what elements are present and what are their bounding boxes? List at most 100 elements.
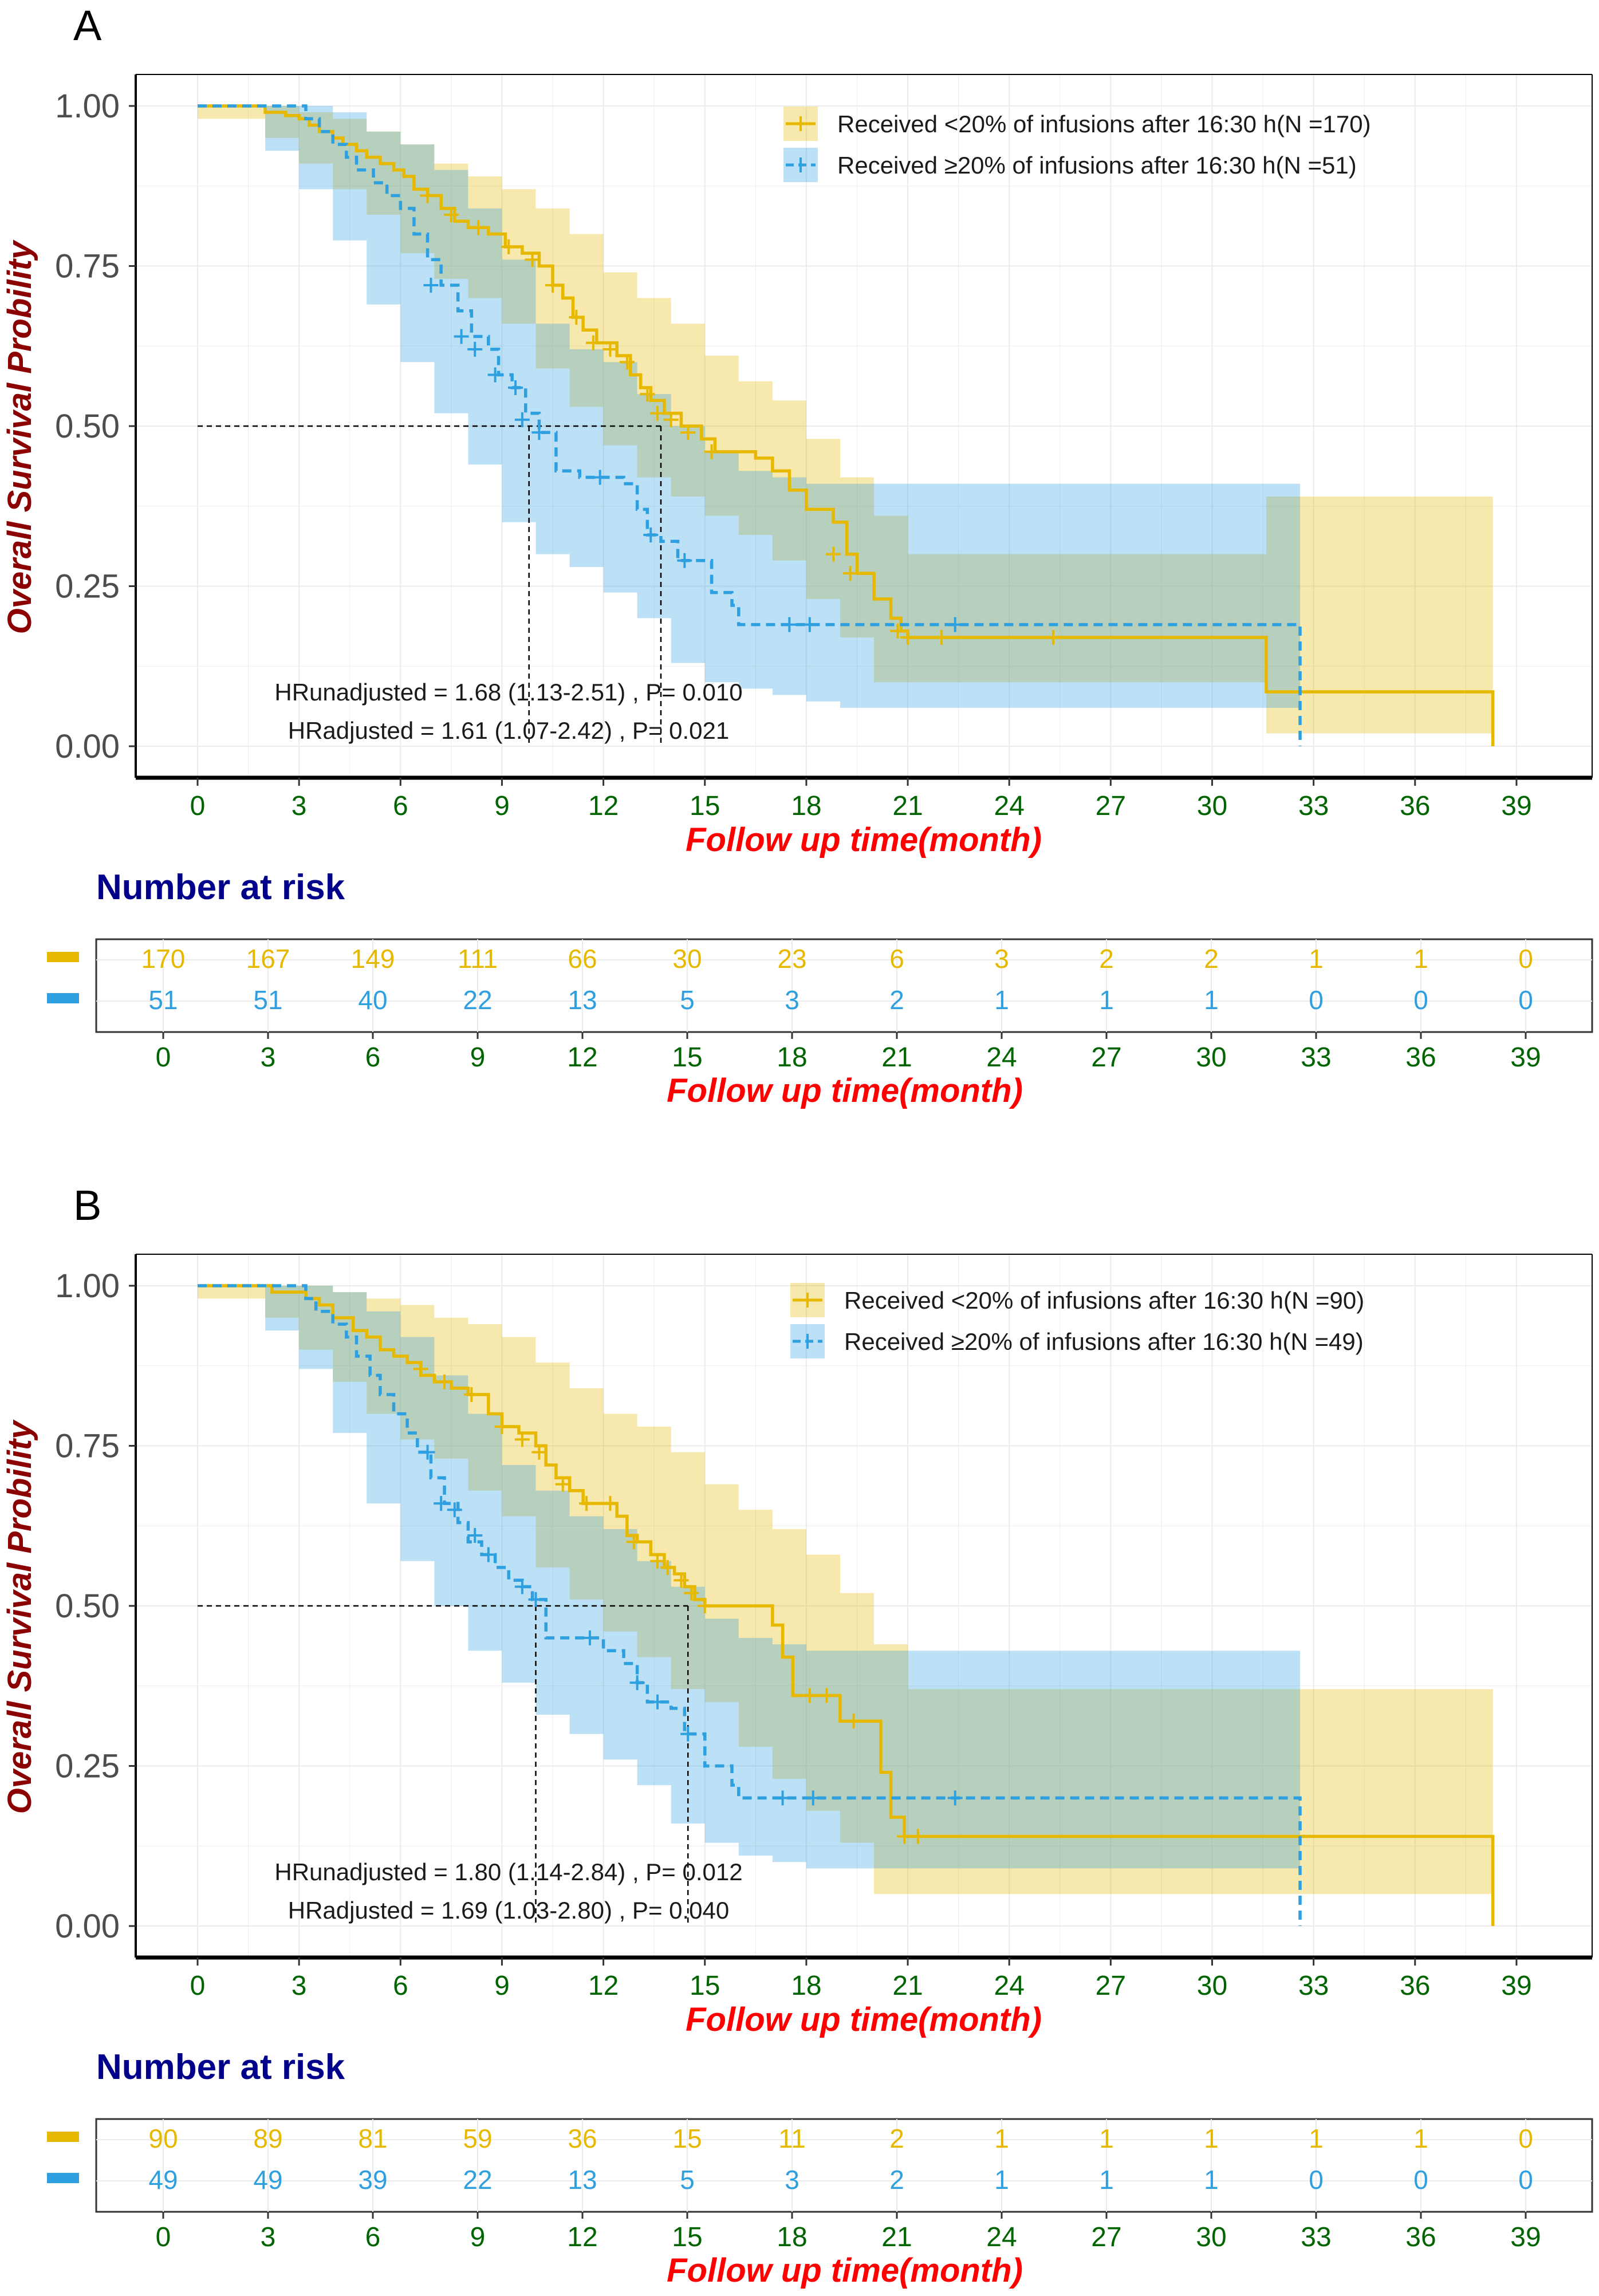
censor-mark [650,405,665,421]
censor-mark [423,278,439,293]
x-tick-label: 24 [994,1971,1025,2001]
censor-mark [494,1419,510,1434]
panel-label: B [73,1182,101,1229]
risk-x-axis-title: Follow up time(month) [667,2252,1023,2289]
risk-table-title: Number at risk [96,2047,345,2087]
risk-tick-label: 18 [777,1042,807,1073]
x-tick-label: 12 [588,1971,619,2001]
censor-mark [602,1496,618,1511]
censor-mark [842,566,858,581]
risk-tick-label: 39 [1510,1042,1541,1073]
censor-mark [775,1790,790,1806]
y-tick-label: 0.75 [55,248,120,285]
censor-mark [525,252,540,267]
risk-tick-label: 30 [1196,2222,1226,2252]
risk-tick-label: 27 [1091,2222,1121,2252]
censor-mark [487,367,503,383]
x-tick-label: 15 [690,1971,720,2001]
censor-mark [467,341,483,357]
y-tick-label: 0.50 [55,1588,120,1625]
risk-count: 0 [1309,985,1324,1015]
censor-mark [508,380,523,395]
risk-count: 1 [994,985,1009,1015]
x-tick-label: 27 [1096,791,1126,821]
risk-count: 1 [994,2124,1009,2153]
censor-mark [420,1444,435,1460]
risk-count: 2 [889,985,904,1015]
legend-label: Received <20% of infusions after 16:30 h… [837,111,1371,137]
censor-mark [782,617,797,632]
censor-mark [531,1444,547,1460]
censor-mark [684,1585,699,1601]
risk-tick-label: 21 [881,2222,912,2252]
risk-count: 5 [680,2165,695,2195]
censor-mark [680,1726,696,1742]
risk-count: 22 [463,2165,492,2195]
censor-marks-low [413,1361,925,1844]
x-tick-label: 36 [1400,791,1430,821]
legend-item-low: Received <20% of infusions after 16:30 h… [790,1283,1364,1317]
censor-mark [897,1829,912,1844]
risk-tick-label: 12 [567,1042,597,1073]
censor-mark [650,1553,665,1569]
censor-marks-high [420,1444,963,1806]
hr-unadjusted: HRunadjusted = 1.80 (1.14-2.84) , P= 0.0… [274,1858,742,1885]
survival-curve-low [198,1284,1495,1926]
risk-count: 0 [1518,985,1533,1015]
censor-mark [934,629,950,645]
x-tick-label: 15 [690,791,720,821]
censor-mark [434,1496,449,1511]
censor-marks-high [423,278,963,632]
x-tick-label: 21 [892,791,923,821]
risk-count: 1 [1204,985,1219,1015]
risk-count: 0 [1309,2165,1324,2195]
censor-mark [640,387,655,402]
risk-count: 90 [148,2124,178,2153]
risk-table-title: Number at risk [96,868,345,907]
risk-tick-label: 30 [1196,1042,1226,1073]
panel-label: A [73,2,102,49]
risk-count: 23 [777,944,806,974]
censor-mark [569,309,584,325]
ci-band-high [198,106,1301,708]
risk-row: 49 49 39 22 13 5 3 2 1 1 1 0 0 0 [148,2165,1533,2195]
risk-tick-label: 27 [1091,1042,1121,1073]
risk-tick-label: 36 [1405,2222,1436,2252]
censor-mark [826,546,841,562]
risk-count: 1 [1309,944,1324,974]
panel-B: B0.000.250.500.751.000 3 6 9 12 15 18 21 24 27 30 3… [1,1182,1593,2038]
censor-mark [481,1547,496,1562]
risk-count: 81 [358,2124,387,2153]
risk-tick-label: 33 [1301,2222,1331,2252]
risk-count: 39 [358,2165,387,2195]
risk-count: 66 [568,944,597,974]
censor-mark [531,425,547,440]
censor-mark [890,623,905,639]
censor-mark [650,1694,665,1710]
risk-count: 170 [141,944,186,974]
risk-tick-label: 3 [261,1042,276,1073]
risk-row-swatch [47,2173,79,2183]
risk-count: 1 [1309,2124,1324,2153]
risk-tick-label: 9 [470,1042,486,1073]
censor-marks-low [420,188,1061,645]
x-tick-label: 0 [190,1971,206,2001]
legend-label: Received ≥20% of infusions after 16:30 h… [844,1328,1364,1355]
censor-mark [413,1361,428,1377]
censor-mark [501,239,517,254]
y-tick-label: 1.00 [55,88,120,125]
risk-count: 11 [778,2124,806,2153]
survival-curve-low [198,104,1495,746]
y-tick-label: 0.75 [55,1428,120,1465]
x-axis-title: Follow up time(month) [686,2001,1042,2038]
x-tick-label: 30 [1197,791,1227,821]
risk-tick-label: 24 [986,1042,1017,1073]
x-tick-label: 21 [892,1971,923,2001]
x-tick-label: 33 [1298,1971,1329,2001]
censor-mark [660,1559,675,1575]
risk-count: 6 [889,944,904,974]
risk-row: 51 51 40 22 13 5 3 2 1 1 1 0 0 0 [148,985,1533,1015]
gridlines [136,74,1592,778]
